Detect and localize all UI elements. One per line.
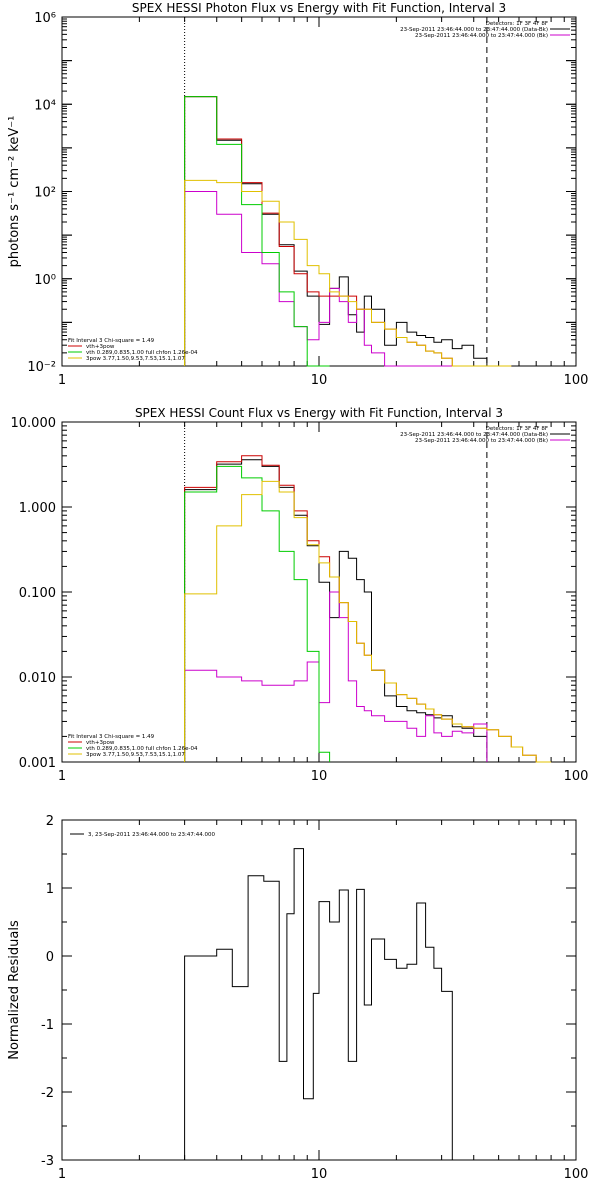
x-tick-label: 100 <box>564 1167 589 1182</box>
y-tick-label: 0.100 <box>19 586 56 601</box>
y-tick-label: 0 <box>46 950 54 965</box>
x-tick-label: 1 <box>58 769 66 784</box>
series-line-data-bk <box>184 459 499 763</box>
y-tick-label: -1 <box>41 1018 54 1033</box>
legend-top-right-text: 23-Sep-2011 23:46:44.000 to 23:47:44.000… <box>400 432 548 438</box>
y-tick-label: 10² <box>34 186 56 201</box>
legend-top-right-text: Detectors: 1F 3F 4F 8F <box>486 426 548 432</box>
y-tick-label: 10⁻² <box>27 360 56 375</box>
legend-bottom-left-text: 3pow 3.77,1.50,9.53,7.53,15.1,1.07 <box>86 752 185 758</box>
series-line-data-bk <box>184 96 499 367</box>
residuals-panel: 1 10 100 -3 -2 -1 0 1 2 Normalized Residuals 3, 23… <box>7 814 588 1182</box>
x-tick-label: 10 <box>311 769 328 784</box>
series-line-bk <box>184 591 488 762</box>
x-tick-label: 10 <box>311 373 328 388</box>
count-flux-panel: SPEX HESSI Count Flux vs Energy with Fit… <box>11 406 589 784</box>
legend-bottom-left-text: vth 0.289,0.835,1.00 full chfon 1.26e-04 <box>86 746 198 752</box>
x-tick-label: 100 <box>564 373 589 388</box>
x-tick-label: 1 <box>58 1167 66 1182</box>
x-tick-label: 1 <box>58 373 66 388</box>
y-tick-label: 0.001 <box>19 756 56 771</box>
legend-top-left-text: 3, 23-Sep-2011 23:46:44.000 to 23:47:44.… <box>88 832 215 838</box>
chart-title: SPEX HESSI Count Flux vs Energy with Fit… <box>135 406 503 420</box>
x-tick-label: 100 <box>564 769 589 784</box>
y-axis-label: photons s⁻¹ cm⁻² keV⁻¹ <box>7 116 22 268</box>
legend-bottom-left-text: vth+3pow <box>86 344 115 350</box>
series-line-vth-3pow <box>184 96 512 367</box>
legend-bottom-left-text: vth+3pow <box>86 740 115 746</box>
chart-title: SPEX HESSI Photon Flux vs Energy with Fi… <box>132 1 506 15</box>
legend-top-right-text: 23-Sep-2011 23:46:44.000 to 23:47:44.000… <box>415 438 548 444</box>
series-line-residual <box>184 848 453 1160</box>
series-line-bk <box>184 191 487 367</box>
legend-top-right-text: Detectors: 1F 3F 4F 8F <box>486 21 548 27</box>
series-line-vth-3pow <box>184 455 552 763</box>
series-line-3pow-3-77-1-50-9-53-7-53 <box>184 179 512 367</box>
legend-bottom-left-text: vth 0.289,0.835,1.00 full chfon 1.26e-04 <box>86 350 198 356</box>
legend-top-right-text: 23-Sep-2011 23:46:44.000 to 23:47:44.000… <box>415 33 548 39</box>
legend-bottom-left-text: 3pow 3.77,1.50,9.53,7.53,15.1,1.07 <box>86 356 185 362</box>
series-line-vth-0-289-0-835-1-00-ful <box>184 96 330 367</box>
legend-bottom-left-text: Fit Interval 3 Chi-square = 1.49 <box>68 338 155 344</box>
y-tick-label: 1.000 <box>19 501 56 516</box>
legend-bottom-left-text: Fit Interval 3 Chi-square = 1.49 <box>68 734 155 740</box>
y-axis-label: Normalized Residuals <box>7 920 22 1060</box>
y-tick-label: 10⁰ <box>34 273 56 288</box>
y-tick-label: -2 <box>41 1086 54 1101</box>
y-tick-label: 2 <box>46 814 54 829</box>
photon-flux-panel: SPEX HESSI Photon Flux vs Energy with Fi… <box>7 1 588 388</box>
legend-top-right-text: 23-Sep-2011 23:46:44.000 to 23:47:44.000… <box>400 27 548 33</box>
y-tick-label: 10⁴ <box>34 98 56 113</box>
y-tick-label: 0.010 <box>19 671 56 686</box>
y-tick-label: 1 <box>46 882 54 897</box>
y-tick-label: 10.000 <box>11 416 57 431</box>
y-tick-label: -3 <box>41 1154 54 1169</box>
series-line-3pow-3-77-1-50-9-53-7-53 <box>184 480 552 763</box>
series-line-vth-0-289-0-835-1-00-ful <box>184 465 331 762</box>
y-tick-label: 10⁶ <box>34 11 56 26</box>
x-tick-label: 10 <box>311 1167 328 1182</box>
